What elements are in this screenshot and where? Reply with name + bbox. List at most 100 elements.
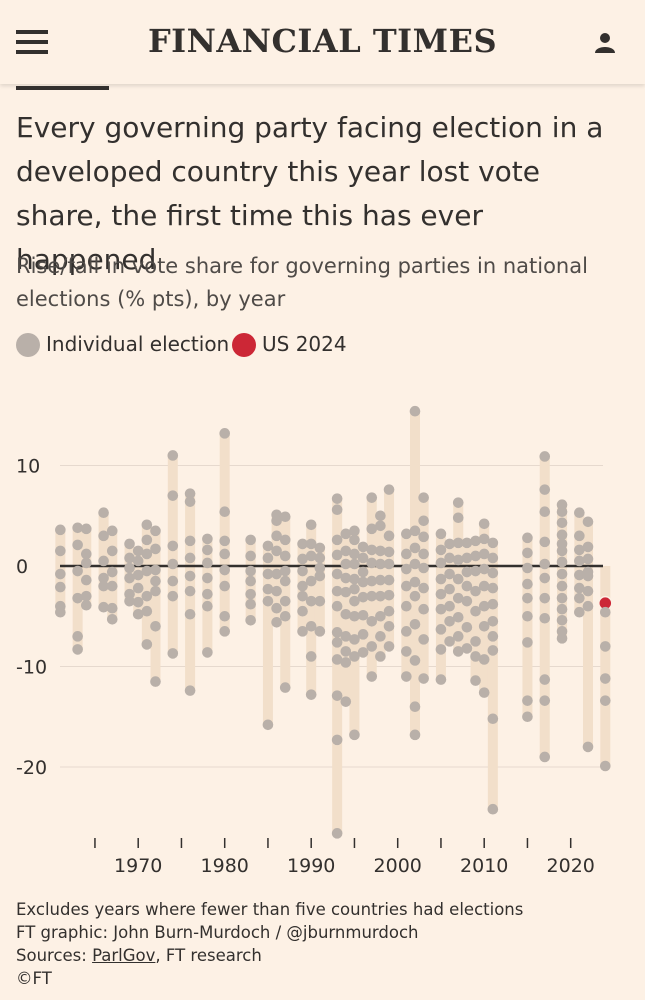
footnote-credit: FT graphic: John Burn-Murdoch / @jburnmu… [16, 923, 419, 942]
election-point [331, 549, 343, 561]
range-bar-2017 [539, 456, 550, 757]
election-point [478, 518, 490, 530]
election-point [262, 595, 274, 607]
election-point [478, 654, 490, 665]
election-point [556, 506, 568, 518]
election-point [340, 545, 352, 557]
election-point [106, 613, 118, 625]
parlgov-link[interactable]: ParlGov [92, 946, 156, 965]
brand-logo[interactable]: FINANCIAL TIMES [147, 22, 498, 60]
election-point [582, 585, 594, 597]
range-bar-1963 [72, 527, 83, 650]
election-point [132, 569, 144, 581]
election-point [574, 544, 585, 556]
election-point [141, 519, 153, 531]
election-point [271, 568, 282, 580]
election-point [470, 636, 481, 647]
election-point [487, 537, 499, 549]
election-point [418, 634, 429, 645]
election-point [331, 734, 343, 746]
election-point [461, 580, 473, 592]
election-point [418, 492, 429, 503]
election-point [461, 552, 473, 564]
election-point [167, 590, 179, 602]
election-point [357, 591, 369, 603]
election-point [184, 585, 196, 597]
election-point [435, 624, 447, 635]
election-point [522, 711, 533, 723]
election-point [349, 583, 360, 595]
election-point [409, 525, 421, 537]
election-point [574, 592, 585, 604]
election-point [124, 595, 135, 607]
election-point [444, 583, 455, 595]
election-point [539, 674, 551, 685]
legend-label-highlight: US 2024 [262, 332, 347, 356]
election-point [487, 615, 499, 627]
x-tick-label: 1980 [201, 855, 249, 877]
election-point [349, 634, 360, 645]
election-point [245, 575, 256, 587]
election-point [141, 548, 153, 560]
election-point [444, 538, 455, 550]
election-point [366, 590, 378, 602]
election-point [418, 562, 429, 574]
election-point [383, 546, 395, 558]
election-point [556, 614, 568, 626]
election-point [487, 598, 499, 610]
election-point [141, 534, 153, 546]
election-point [401, 671, 412, 682]
election-point [409, 729, 421, 741]
election-point [435, 557, 447, 569]
user-account-icon[interactable] [592, 30, 618, 56]
election-point [366, 523, 378, 535]
election-point [435, 544, 447, 556]
election-point [357, 566, 369, 578]
election-point [141, 565, 153, 577]
range-bar-1974 [167, 455, 178, 654]
range-bar-1986 [271, 514, 282, 623]
range-bar-1997 [366, 497, 377, 677]
election-point [72, 644, 83, 655]
election-point [262, 552, 274, 564]
election-point [106, 525, 118, 537]
hamburger-menu-icon[interactable] [16, 30, 48, 54]
election-point [132, 582, 144, 594]
election-point [245, 598, 256, 610]
election-point [582, 570, 594, 582]
election-point [331, 627, 343, 638]
election-point [409, 701, 421, 712]
election-point [184, 608, 196, 620]
range-bar-1995 [349, 530, 360, 735]
election-point [409, 590, 421, 602]
election-point [478, 548, 490, 560]
election-point [349, 729, 360, 741]
election-point [150, 543, 161, 555]
election-point [470, 535, 481, 547]
footnote-copyright: ©FT [16, 969, 52, 988]
election-point [574, 569, 585, 581]
election-point [349, 610, 360, 622]
y-tick-label: -20 [16, 757, 47, 779]
election-point [418, 673, 429, 684]
election-point [349, 651, 360, 662]
range-bar-2002 [410, 411, 420, 735]
election-point [150, 525, 161, 537]
election-point [574, 606, 585, 618]
election-point [383, 484, 395, 495]
election-point [72, 565, 83, 577]
election-point [340, 558, 352, 570]
election-point [331, 568, 343, 580]
election-point [305, 575, 317, 587]
election-point [366, 615, 378, 627]
election-point [375, 651, 386, 662]
election-point [574, 530, 585, 542]
election-point [314, 595, 326, 607]
election-point [331, 637, 343, 648]
election-point [340, 696, 352, 707]
election-point [349, 595, 360, 607]
election-point [202, 533, 213, 545]
election-point [141, 639, 153, 650]
range-bar-1972 [150, 530, 161, 682]
election-point [470, 675, 481, 686]
